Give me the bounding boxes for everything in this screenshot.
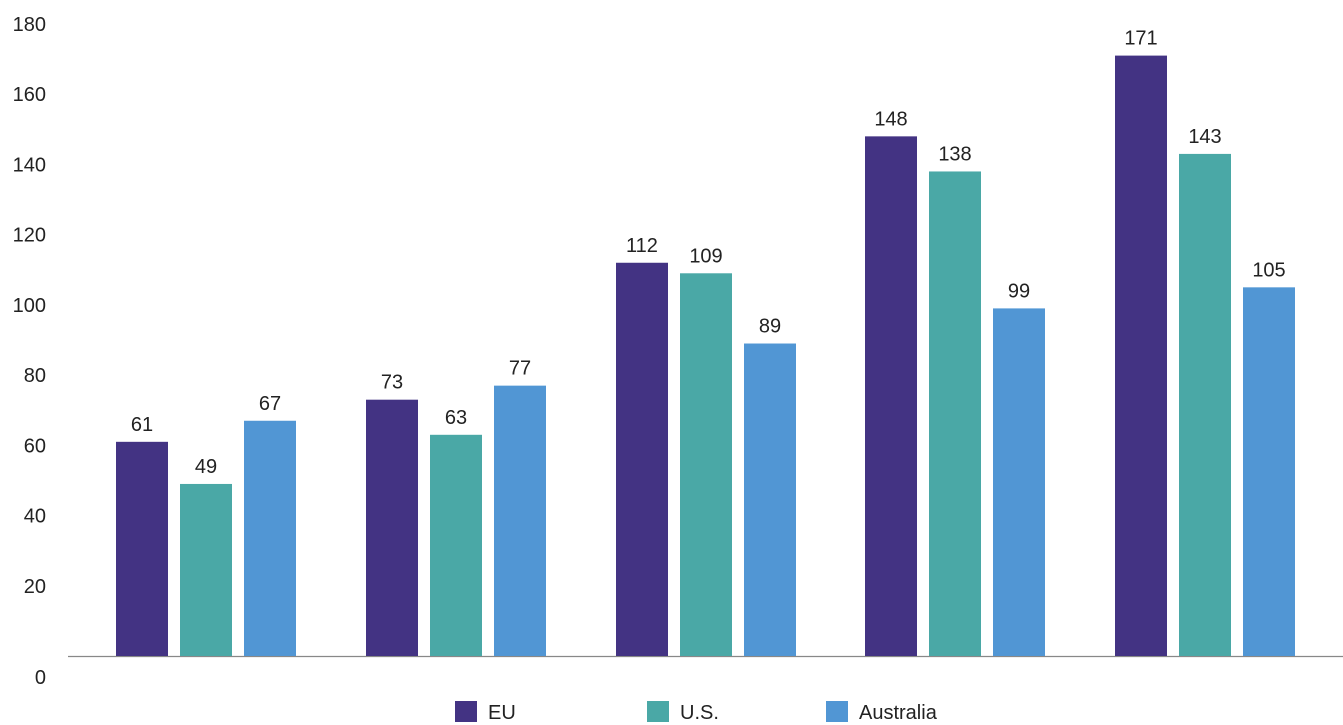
- legend-label: EU: [488, 702, 516, 724]
- data-label: 143: [1188, 126, 1221, 148]
- data-label: 148: [874, 108, 907, 130]
- legend-swatch: [647, 701, 669, 722]
- bar: [1115, 55, 1167, 657]
- data-label: 112: [626, 235, 658, 257]
- y-tick-label: 20: [24, 576, 46, 598]
- legend-label: Australia: [859, 702, 938, 724]
- bar: [680, 273, 732, 656]
- data-label: 105: [1252, 259, 1285, 281]
- y-tick-label: 160: [13, 84, 46, 106]
- y-tick-label: 60: [24, 435, 46, 457]
- bar: [744, 343, 796, 656]
- bar: [993, 308, 1045, 656]
- y-tick-label: 80: [24, 365, 46, 387]
- y-tick-label: 40: [24, 506, 46, 528]
- bar: [244, 420, 296, 656]
- bar: [116, 441, 168, 656]
- bar-series-group: [116, 55, 1295, 657]
- bar: [180, 483, 232, 656]
- bar: [366, 399, 418, 656]
- bar: [865, 136, 917, 656]
- y-tick-label: 180: [13, 14, 46, 36]
- bar: [1243, 287, 1295, 656]
- legend-label: U.S.: [680, 702, 719, 724]
- data-label: 109: [689, 245, 722, 267]
- legend-item: U.S.: [647, 701, 719, 724]
- legend-item: EU: [455, 701, 516, 724]
- data-label: 49: [195, 456, 217, 478]
- y-tick-label: 140: [13, 154, 46, 176]
- bar: [929, 171, 981, 656]
- data-label: 99: [1008, 280, 1030, 302]
- data-label: 77: [509, 358, 531, 380]
- y-tick-label: 120: [13, 225, 46, 247]
- legend-swatch: [826, 701, 848, 722]
- bar: [494, 385, 546, 656]
- y-tick-label: 100: [13, 295, 46, 317]
- bar: [430, 434, 482, 656]
- data-label: 138: [938, 143, 971, 165]
- data-label: 171: [1124, 28, 1157, 50]
- legend: EU U.S. Australia: [455, 701, 938, 724]
- data-label: 63: [445, 407, 467, 429]
- data-label: 89: [759, 316, 781, 338]
- y-tick-label: 0: [35, 667, 46, 689]
- legend-item: Australia: [826, 701, 938, 724]
- y-axis: 0 20 40 60 80 100 120 140 160 180: [13, 14, 46, 689]
- data-label: 73: [381, 372, 403, 394]
- bar: [616, 262, 668, 656]
- data-labels: 61 73 112 148 171 49 63 109 138 143 67 77 89 99 105: [131, 28, 1286, 478]
- bar: [1179, 153, 1231, 656]
- data-label: 61: [131, 414, 153, 436]
- legend-swatch: [455, 701, 477, 722]
- data-label: 67: [259, 393, 281, 415]
